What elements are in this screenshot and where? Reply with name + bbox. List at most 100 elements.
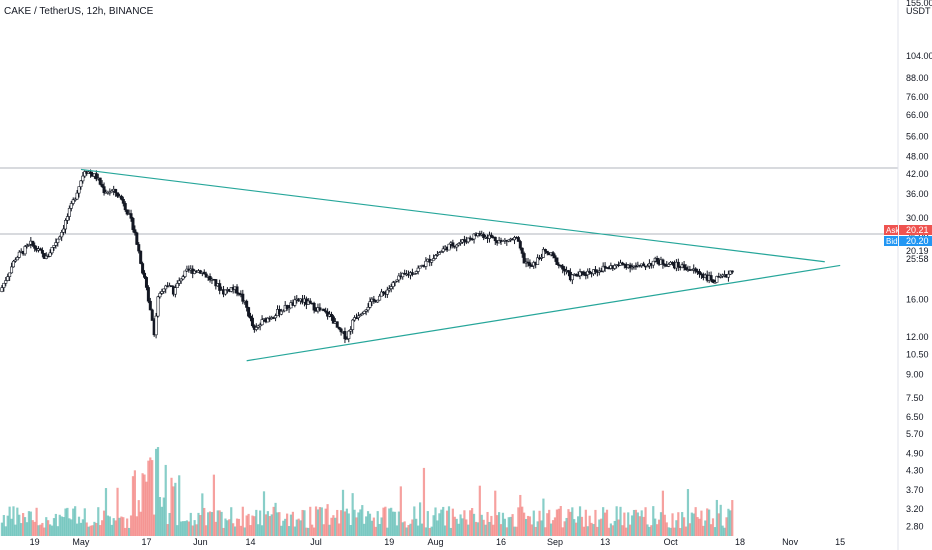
candle-body	[694, 268, 698, 272]
volume-bar	[411, 519, 414, 536]
volume-bar	[232, 523, 235, 536]
candle-body	[335, 321, 339, 328]
price-tick-label: 3.70	[906, 485, 924, 495]
volume-bar	[417, 525, 420, 536]
candle-body	[322, 308, 326, 312]
candle-body	[10, 266, 14, 274]
volume-bar	[434, 507, 437, 536]
candle-body	[711, 279, 715, 283]
candle-body	[94, 173, 98, 180]
candle-body	[462, 239, 466, 242]
volume-bar	[430, 526, 433, 536]
volume-bar	[445, 510, 449, 536]
volume-bar	[201, 493, 204, 536]
price-tick-label: 4.90	[906, 449, 924, 459]
candle-body	[89, 171, 93, 174]
volume-bar	[499, 524, 503, 536]
volume-bar	[704, 520, 707, 536]
volume-bar	[93, 521, 96, 536]
volume-bar	[478, 485, 481, 536]
candle-body	[393, 280, 397, 283]
volume-bar	[284, 518, 287, 536]
price-tick-label: 5.70	[906, 429, 924, 439]
candle-body	[13, 259, 17, 262]
time-axis[interactable]: 19 May 17 Jun 14 Jul 19 Aug 16 Sep 13 Oct 18 Nov 15	[30, 537, 846, 547]
candle-body	[472, 233, 476, 240]
volume-bar	[476, 522, 480, 536]
candle-body	[561, 265, 565, 270]
volume-bar	[102, 510, 106, 536]
volume-bar	[659, 512, 663, 536]
candle-body	[102, 186, 106, 194]
ask-label: Ask	[886, 226, 900, 235]
candle-body	[588, 270, 592, 274]
candle-body	[651, 260, 655, 266]
candles	[0, 169, 734, 344]
candle-body	[312, 302, 316, 311]
volume-bar	[174, 482, 177, 536]
volume-bar	[577, 516, 580, 536]
support-trendline	[246, 264, 841, 362]
volume-bar	[679, 527, 682, 536]
candle-body	[2, 282, 6, 288]
volume-bar	[359, 509, 362, 536]
volume-bar	[259, 510, 262, 536]
time-tick-label: 14	[246, 537, 256, 547]
candle-body	[27, 244, 31, 246]
candle-body	[372, 298, 376, 301]
volume-bar	[682, 517, 686, 536]
volume-bar	[634, 509, 638, 536]
time-tick-label: Oct	[664, 537, 679, 547]
candle-body	[522, 253, 526, 264]
candle-body	[582, 271, 586, 275]
candle-body	[256, 325, 260, 328]
volume-bar	[101, 520, 104, 536]
volume-bar	[378, 524, 381, 536]
ask-value: 20.21	[906, 225, 929, 235]
volume-bar	[729, 510, 732, 536]
volume-bar	[492, 524, 495, 536]
volume-bar	[368, 513, 372, 536]
trend-lines[interactable]	[80, 168, 841, 362]
volume-bar	[301, 509, 304, 536]
volume-bar	[673, 527, 676, 536]
candle-body	[528, 262, 532, 266]
volume-bar	[168, 512, 171, 536]
candle-body	[245, 300, 249, 308]
candle-body	[114, 188, 118, 193]
volume-bar	[428, 527, 431, 536]
candle-body	[566, 270, 570, 273]
candle-body	[139, 250, 143, 264]
volume-bar	[632, 509, 636, 536]
volume-bar	[511, 514, 514, 536]
candle-body	[434, 255, 438, 259]
candle-body	[52, 245, 56, 248]
time-tick-label: 18	[735, 537, 745, 547]
volume-bar	[303, 510, 306, 536]
volume-bar	[501, 512, 505, 536]
volume-bar	[27, 511, 31, 536]
candle-body	[489, 234, 493, 238]
candle-body	[412, 273, 416, 275]
volume-bar	[81, 519, 84, 536]
volume-bar	[503, 518, 506, 536]
price-tick-label: 104.00	[906, 51, 932, 61]
candle-body	[451, 242, 455, 247]
candle-body	[563, 268, 567, 272]
volume-bars	[0, 447, 734, 536]
candle-body	[31, 240, 35, 246]
volume-bar	[230, 507, 233, 536]
volume-bar	[725, 517, 728, 536]
volume-bar	[422, 467, 426, 536]
candle-body	[331, 316, 335, 324]
volume-bar	[550, 523, 553, 536]
volume-bar	[99, 525, 102, 536]
volume-bar	[671, 513, 674, 536]
candle-body	[620, 262, 624, 265]
candle-body	[645, 265, 649, 268]
volume-bar	[380, 517, 383, 536]
volume-bar	[538, 510, 541, 536]
volume-bar	[278, 512, 281, 536]
